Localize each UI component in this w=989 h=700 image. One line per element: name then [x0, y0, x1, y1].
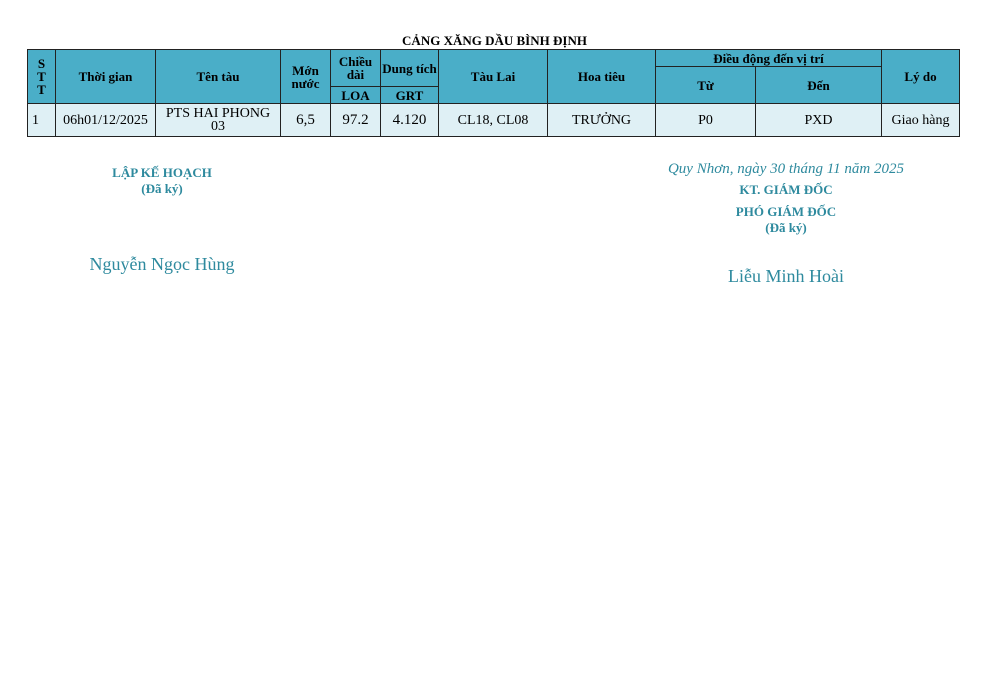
right-signed: (Đã ký) [765, 220, 807, 235]
header-grt: GRT [380, 86, 439, 104]
cell-pilot: TRƯỞNG [547, 103, 656, 137]
left-role: LẬP KẾ HOẠCH [112, 165, 212, 180]
document-title: CẢNG XĂNG DẦU BÌNH ĐỊNH [402, 33, 587, 48]
right-signature-block: Quy Nhơn, ngày 30 tháng 11 năm 2025 KT. … [636, 161, 936, 287]
place-date: Quy Nhơn, ngày 30 tháng 11 năm 2025 [667, 161, 905, 177]
right-role1: KT. GIÁM ĐỐC [739, 182, 833, 197]
cell-grt: 4.120 [380, 103, 439, 137]
header-stt: S T T [27, 49, 56, 104]
header-capacity: Dung tích [380, 49, 439, 87]
cell-to: PXD [755, 103, 882, 137]
cell-ship: PTS HAI PHONG 03 [155, 103, 281, 137]
header-pilot: Hoa tiêu [547, 49, 656, 104]
header-time: Thời gian [55, 49, 156, 104]
header-move: Điều động đến vị trí [655, 49, 882, 67]
table-row: 1 06h01/12/2025 PTS HAI PHONG 03 6,5 97.… [27, 103, 960, 137]
cell-reason: Giao hàng [881, 103, 960, 137]
cell-draft: 6,5 [280, 103, 331, 137]
header-draft: Mớn nước [280, 49, 331, 104]
cell-loa: 97.2 [330, 103, 381, 137]
header-from: Từ [655, 66, 756, 104]
left-signed: (Đã ký) [141, 181, 183, 196]
header-length: Chiều dài [330, 49, 381, 87]
header-ship: Tên tàu [155, 49, 281, 104]
header-tug: Tàu Lai [438, 49, 548, 104]
left-name: Nguyễn Ngọc Hùng [89, 254, 235, 274]
left-signature-block: LẬP KẾ HOẠCH (Đã ký) Nguyễn Ngọc Hùng [62, 165, 262, 275]
header-reason: Lý do [881, 49, 960, 104]
right-role2: PHÓ GIÁM ĐỐC [735, 204, 837, 219]
right-name: Liễu Minh Hoài [728, 266, 844, 286]
cell-stt: 1 [27, 103, 56, 137]
header-to: Đến [755, 66, 882, 104]
schedule-table: S T T Thời gian Tên tàu Mớn nước Chiều d… [27, 49, 960, 137]
header-loa: LOA [330, 86, 381, 104]
cell-from: P0 [655, 103, 756, 137]
cell-time: 06h01/12/2025 [55, 103, 156, 137]
cell-tug: CL18, CL08 [438, 103, 548, 137]
